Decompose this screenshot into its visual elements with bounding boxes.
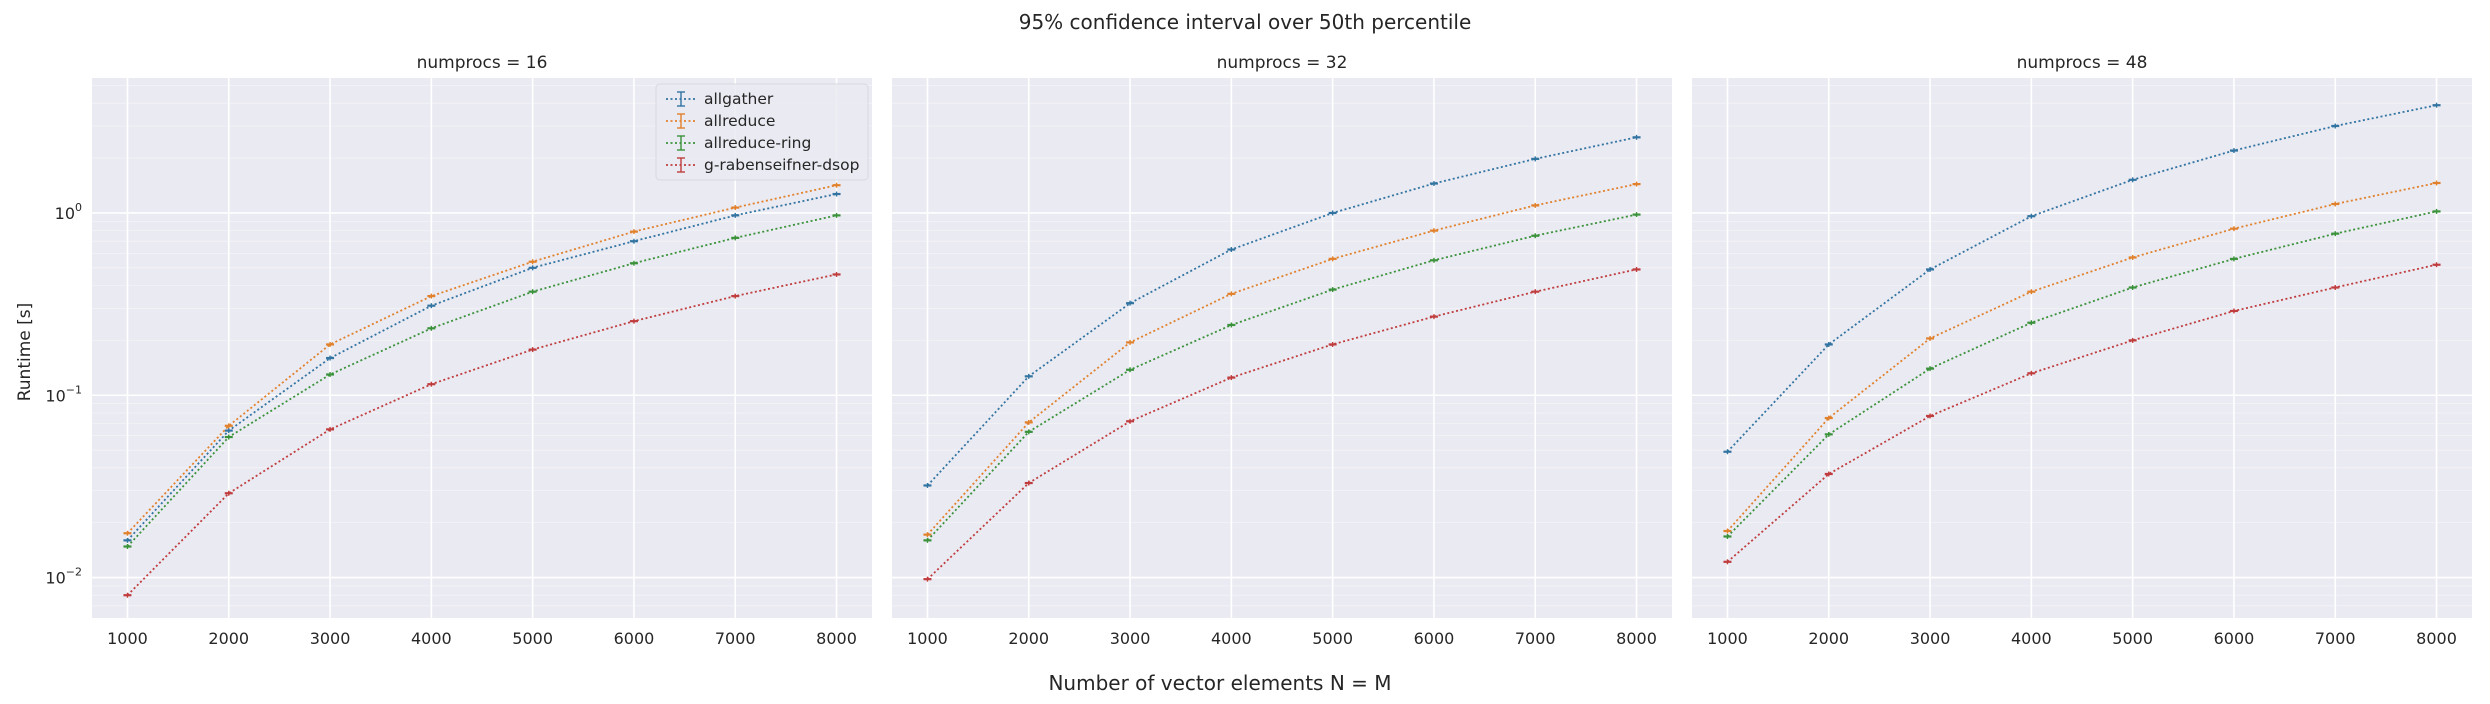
panel-title: numprocs = 32 (1217, 53, 1348, 73)
series-line (1726, 210, 2437, 538)
legend-item-g-rabenseifner-dsop: g-rabenseifner-dsop (666, 156, 859, 174)
x-tick-label: 5000 (512, 629, 553, 648)
series-allgather (923, 134, 1641, 488)
x-tick-label: 5000 (2112, 629, 2153, 648)
series-line (926, 183, 1637, 536)
legend: allgather allreduce allreduce-ring g-rabens… (655, 83, 869, 181)
x-tick-label: 7000 (2315, 629, 2356, 648)
chart-title: 95% confidence interval over 50th percen… (1019, 10, 1472, 34)
series-allreduce-ring (1723, 208, 2441, 539)
x-tick-label: 4000 (2011, 629, 2052, 648)
legend-label: allgather (704, 90, 774, 108)
series-g-rabenseifner-dsop (123, 271, 841, 598)
series-allreduce (923, 181, 1641, 538)
x-tick-label: 1000 (1707, 629, 1748, 648)
x-tick-label: 3000 (310, 629, 351, 648)
series-line (926, 268, 1637, 580)
x-tick-label: 8000 (2416, 629, 2457, 648)
series-g-rabenseifner-dsop (923, 266, 1641, 582)
panel-title: numprocs = 16 (417, 53, 548, 73)
series-allgather (123, 191, 841, 543)
x-tick-label: 6000 (2214, 629, 2255, 648)
series-allreduce-ring (123, 212, 841, 550)
legend-label: allreduce-ring (704, 134, 811, 152)
series-line (126, 184, 837, 534)
x-tick-label: 3000 (1910, 629, 1951, 648)
x-tick-label: 1000 (107, 629, 148, 648)
x-tick-label: 4000 (1211, 629, 1252, 648)
x-tick-label: 8000 (1616, 629, 1657, 648)
series-allreduce (1723, 180, 2441, 534)
x-tick-label: 8000 (816, 629, 857, 648)
x-tick-label: 2000 (208, 629, 249, 648)
x-axis-label: Number of vector elements N = M (1048, 671, 1391, 695)
x-tick-label: 6000 (614, 629, 655, 648)
x-tick-label: 5000 (1312, 629, 1353, 648)
series-line (1726, 263, 2437, 563)
series-line (926, 213, 1637, 541)
x-tick-label: 2000 (1008, 629, 1049, 648)
x-tick-label: 7000 (1515, 629, 1556, 648)
panel-2: 1000 2000 3000 4000 5000 6000 7000 8000 numprocs… (892, 53, 1672, 648)
legend-box (655, 83, 869, 181)
series-line (1726, 182, 2437, 532)
panel-title: numprocs = 48 (2017, 53, 2148, 73)
legend-label: allreduce (704, 112, 775, 130)
legend-item-allreduce: allreduce (666, 112, 775, 130)
series-g-rabenseifner-dsop (1723, 262, 2441, 565)
series-allreduce-ring (923, 212, 1641, 543)
x-tick-label: 2000 (1808, 629, 1849, 648)
series-line (126, 193, 837, 541)
panel-background (1692, 78, 2472, 618)
series-line (126, 273, 837, 596)
y-tick-label: 100 (55, 201, 82, 223)
panel-3: 1000 2000 3000 4000 5000 6000 7000 8000 numprocs… (1692, 53, 2472, 648)
x-tick-label: 6000 (1414, 629, 1455, 648)
series-line (926, 136, 1637, 487)
y-tick-label: 10−2 (45, 566, 82, 588)
series-line (126, 214, 837, 548)
x-tick-label: 4000 (411, 629, 452, 648)
series-allgather (1723, 102, 2441, 455)
legend-item-allgather: allgather (666, 90, 774, 108)
x-tick-label: 1000 (907, 629, 948, 648)
legend-item-allreduce-ring: allreduce-ring (666, 134, 811, 152)
panel-background (892, 78, 1672, 618)
x-tick-label: 7000 (715, 629, 756, 648)
y-tick-label: 10−1 (45, 383, 82, 405)
x-tick-label: 3000 (1110, 629, 1151, 648)
panels-layer: 10−2 10−1 100 1000 2000 3000 4000 5000 6000 7000 8… (45, 53, 2472, 648)
series-allreduce (123, 182, 841, 536)
legend-label: g-rabenseifner-dsop (704, 156, 859, 174)
y-axis-label: Runtime [s] (15, 303, 35, 402)
series-line (1726, 104, 2437, 453)
